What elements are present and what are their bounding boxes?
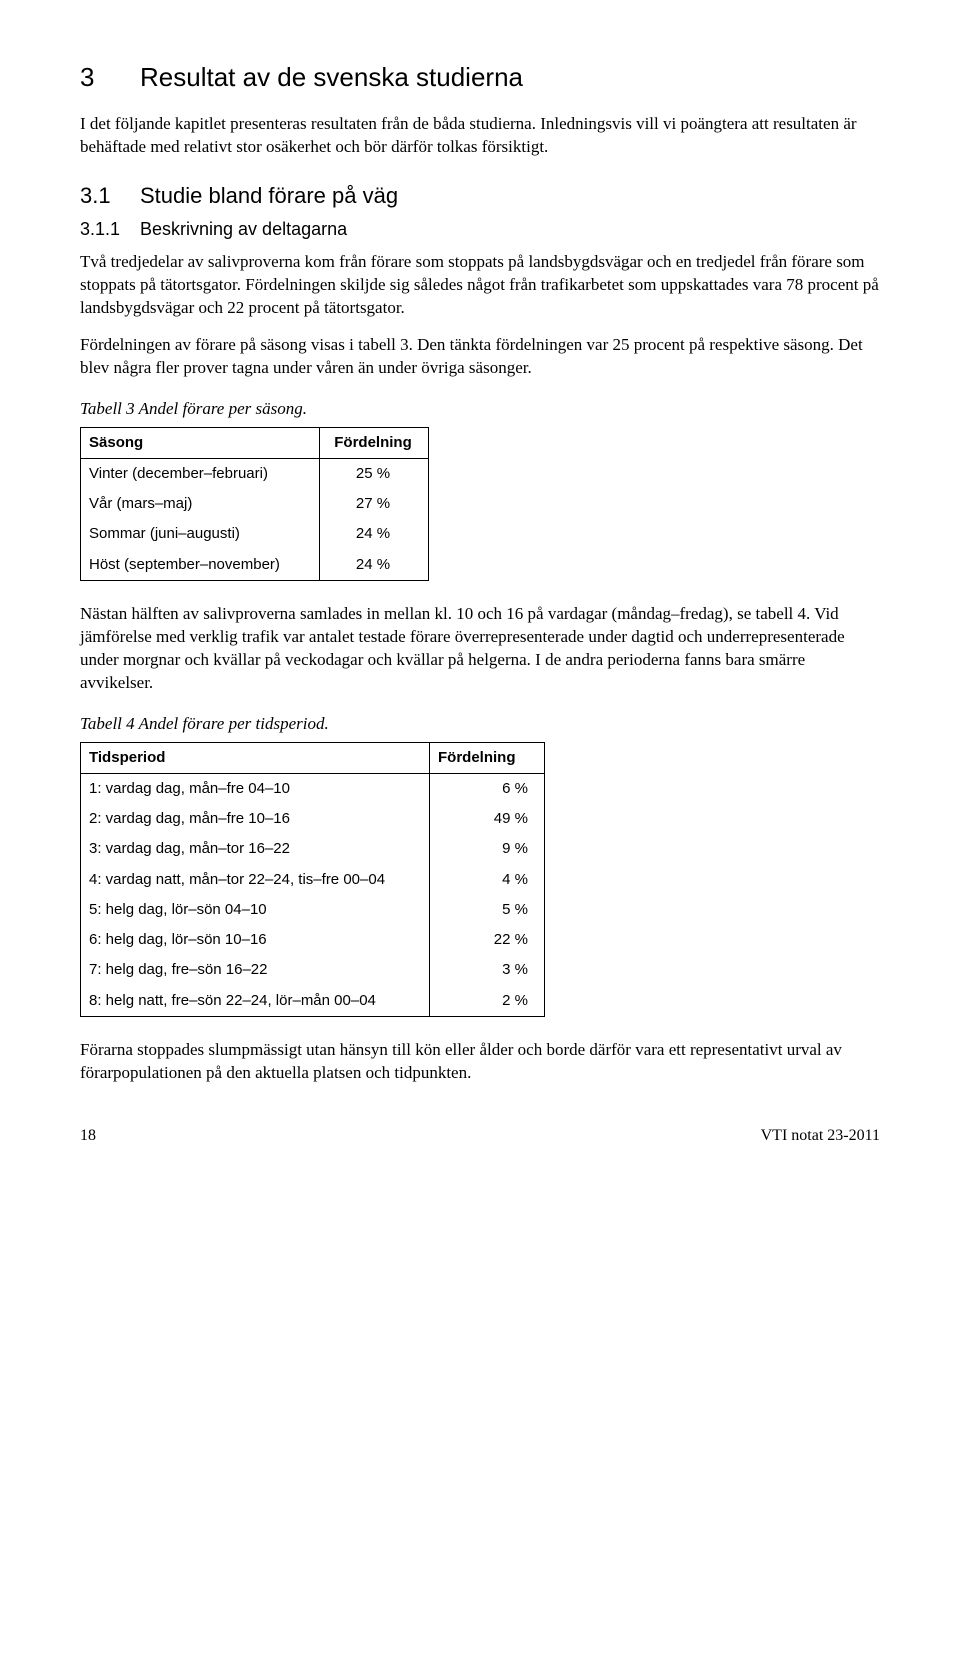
table3-caption: Tabell 3 Andel förare per säsong. bbox=[80, 398, 880, 421]
table-row: 5: helg dag, lör–sön 04–105 % bbox=[81, 895, 545, 925]
subsubsection-heading: 3.1.1Beskrivning av deltagarna bbox=[80, 217, 880, 241]
table-cell: 9 % bbox=[430, 834, 545, 864]
table-row: Vår (mars–maj)27 % bbox=[81, 489, 429, 519]
table-cell: 25 % bbox=[320, 458, 429, 489]
table-cell: 4: vardag natt, mån–tor 22–24, tis–fre 0… bbox=[81, 865, 430, 895]
table3: Säsong Fördelning Vinter (december–febru… bbox=[80, 427, 429, 581]
table-cell: 3: vardag dag, mån–tor 16–22 bbox=[81, 834, 430, 864]
table-cell: 6 % bbox=[430, 773, 545, 804]
subsection-title-text: Studie bland förare på väg bbox=[140, 183, 398, 208]
subsection-heading: 3.1Studie bland förare på väg bbox=[80, 181, 880, 211]
page-footer: 18 VTI notat 23-2011 bbox=[80, 1125, 880, 1147]
table-row: 1: vardag dag, mån–fre 04–106 % bbox=[81, 773, 545, 804]
subsubsection-number: 3.1.1 bbox=[80, 217, 140, 241]
table-cell: 6: helg dag, lör–sön 10–16 bbox=[81, 925, 430, 955]
table-cell: 8: helg natt, fre–sön 22–24, lör–mån 00–… bbox=[81, 986, 430, 1017]
body-paragraph-1: Två tredjedelar av salivproverna kom frå… bbox=[80, 251, 880, 320]
table-row: 3: vardag dag, mån–tor 16–229 % bbox=[81, 834, 545, 864]
table-cell: Sommar (juni–augusti) bbox=[81, 519, 320, 549]
table4: Tidsperiod Fördelning 1: vardag dag, mån… bbox=[80, 742, 545, 1017]
document-reference: VTI notat 23-2011 bbox=[761, 1125, 880, 1147]
table-row: 2: vardag dag, mån–fre 10–1649 % bbox=[81, 804, 545, 834]
subsection-number: 3.1 bbox=[80, 181, 140, 211]
table4-col-header: Fördelning bbox=[430, 742, 545, 773]
subsubsection-title-text: Beskrivning av deltagarna bbox=[140, 219, 347, 239]
table-row: 4: vardag natt, mån–tor 22–24, tis–fre 0… bbox=[81, 865, 545, 895]
table-cell: 24 % bbox=[320, 550, 429, 581]
section-number: 3 bbox=[80, 60, 140, 95]
body-paragraph-3: Nästan hälften av salivproverna samlades… bbox=[80, 603, 880, 695]
intro-paragraph: I det följande kapitlet presenteras resu… bbox=[80, 113, 880, 159]
table-cell: 5: helg dag, lör–sön 04–10 bbox=[81, 895, 430, 925]
body-paragraph-4: Förarna stoppades slumpmässigt utan häns… bbox=[80, 1039, 880, 1085]
table3-col-header: Säsong bbox=[81, 427, 320, 458]
table3-col-header: Fördelning bbox=[320, 427, 429, 458]
table-cell: Vinter (december–februari) bbox=[81, 458, 320, 489]
table-row: Sommar (juni–augusti)24 % bbox=[81, 519, 429, 549]
table-cell: 27 % bbox=[320, 489, 429, 519]
table-row: 7: helg dag, fre–sön 16–223 % bbox=[81, 955, 545, 985]
table-cell: 24 % bbox=[320, 519, 429, 549]
table-cell: 22 % bbox=[430, 925, 545, 955]
table-cell: 2 % bbox=[430, 986, 545, 1017]
table-cell: 4 % bbox=[430, 865, 545, 895]
table-row: 6: helg dag, lör–sön 10–1622 % bbox=[81, 925, 545, 955]
table-row: 8: helg natt, fre–sön 22–24, lör–mån 00–… bbox=[81, 986, 545, 1017]
table-cell: 1: vardag dag, mån–fre 04–10 bbox=[81, 773, 430, 804]
table-row: Höst (september–november)24 % bbox=[81, 550, 429, 581]
table-cell: 2: vardag dag, mån–fre 10–16 bbox=[81, 804, 430, 834]
table-cell: Höst (september–november) bbox=[81, 550, 320, 581]
table4-col-header: Tidsperiod bbox=[81, 742, 430, 773]
table4-header-row: Tidsperiod Fördelning bbox=[81, 742, 545, 773]
table-cell: 49 % bbox=[430, 804, 545, 834]
table-cell: 7: helg dag, fre–sön 16–22 bbox=[81, 955, 430, 985]
body-paragraph-2: Fördelningen av förare på säsong visas i… bbox=[80, 334, 880, 380]
table4-caption: Tabell 4 Andel förare per tidsperiod. bbox=[80, 713, 880, 736]
table-cell: 3 % bbox=[430, 955, 545, 985]
table3-header-row: Säsong Fördelning bbox=[81, 427, 429, 458]
section-title-text: Resultat av de svenska studierna bbox=[140, 62, 523, 92]
section-heading: 3Resultat av de svenska studierna bbox=[80, 60, 880, 95]
page-number: 18 bbox=[80, 1125, 96, 1147]
table-row: Vinter (december–februari)25 % bbox=[81, 458, 429, 489]
table-cell: 5 % bbox=[430, 895, 545, 925]
table-cell: Vår (mars–maj) bbox=[81, 489, 320, 519]
